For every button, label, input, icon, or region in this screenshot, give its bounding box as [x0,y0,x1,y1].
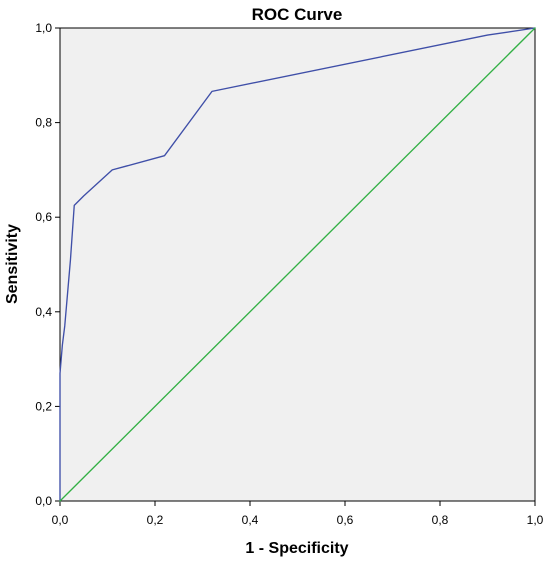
y-tick-label: 0,8 [35,116,52,130]
x-tick-label: 1,0 [527,513,544,527]
reference-diagonal-line [59,27,536,502]
x-tick-label: 0,6 [337,513,354,527]
series-layer [59,27,536,502]
y-tick-label: 0,4 [35,305,52,319]
y-tick-label: 0,6 [35,210,52,224]
x-tick-label: 0,2 [147,513,164,527]
x-tick-label: 0,4 [242,513,259,527]
x-tick-label: 0,8 [432,513,449,527]
y-axis-title: Sensitivity [4,224,21,304]
chart-title: ROC Curve [252,5,343,24]
y-axis-ticks: 0,0 0,2 0,4 0,6 0,8 1,0 [35,21,60,508]
x-tick-label: 0,0 [52,513,69,527]
y-tick-label: 0,0 [35,494,52,508]
roc-curve-line [59,27,536,502]
y-tick-label: 1,0 [35,21,52,35]
y-tick-label: 0,2 [35,399,52,413]
x-axis-title: 1 - Specificity [245,540,348,557]
x-axis-ticks: 0,0 0,2 0,4 0,6 0,8 1,0 [52,501,544,527]
